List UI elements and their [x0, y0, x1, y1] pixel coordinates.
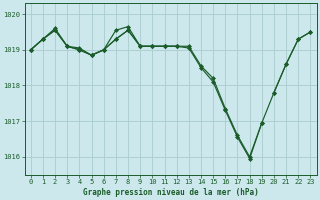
X-axis label: Graphe pression niveau de la mer (hPa): Graphe pression niveau de la mer (hPa)	[83, 188, 259, 197]
